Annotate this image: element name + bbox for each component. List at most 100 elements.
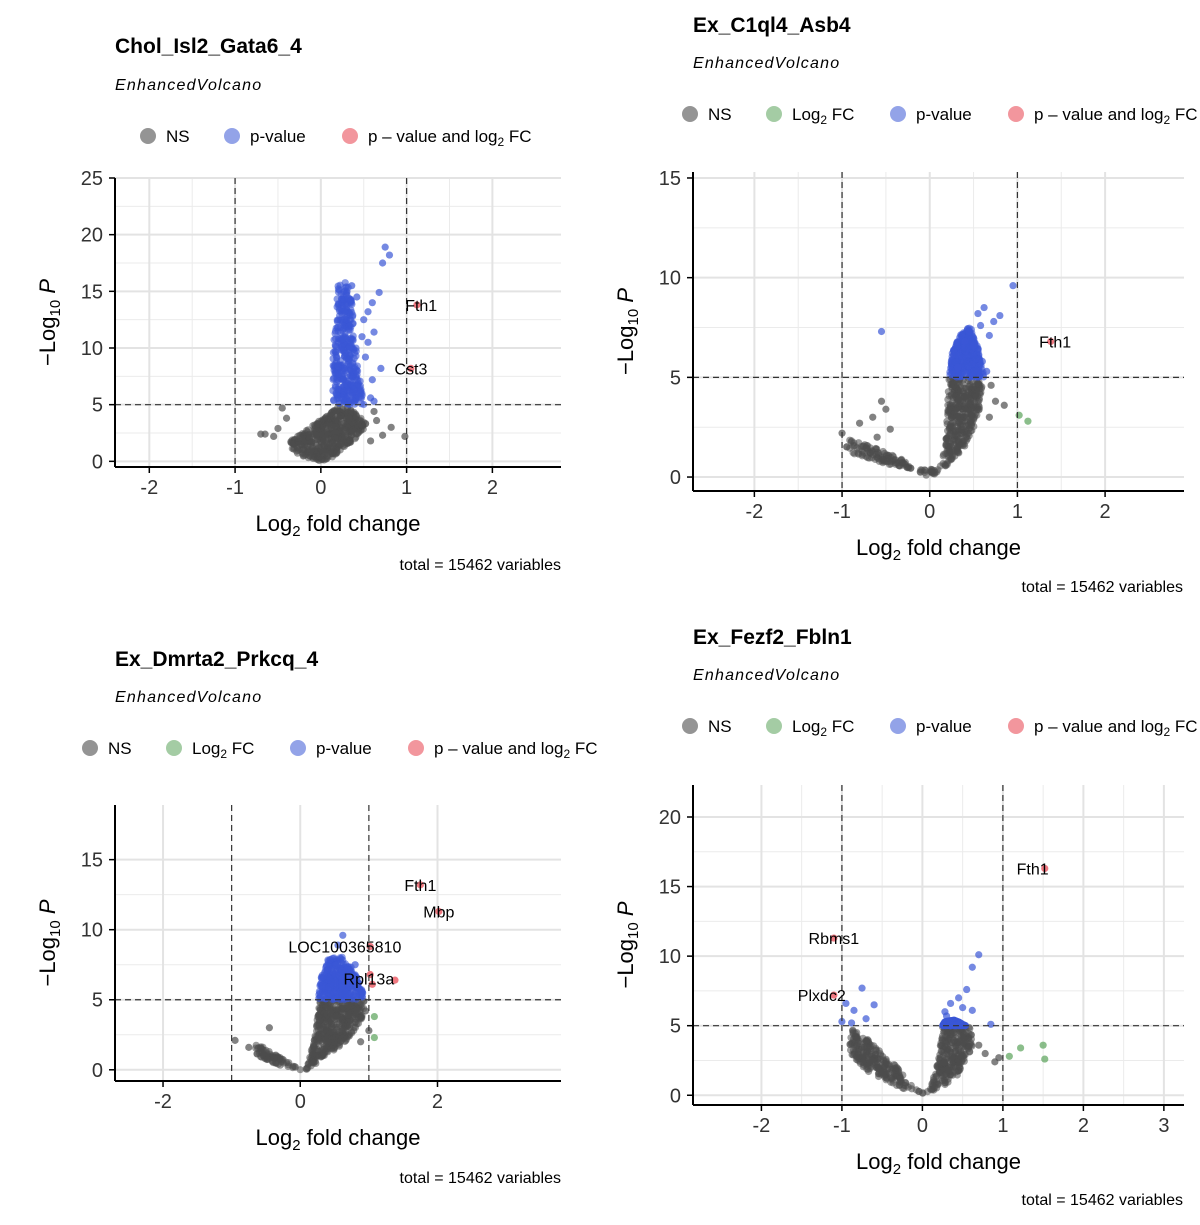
x-tick-label: 0 bbox=[295, 1091, 306, 1113]
legend-label-both: p – value and log2 FC bbox=[434, 739, 598, 761]
point-ns bbox=[285, 1059, 293, 1067]
x-tick-label: -2 bbox=[140, 477, 158, 499]
panel-title: Ex_Fezf2_Fbln1 bbox=[693, 626, 852, 649]
point-ns bbox=[265, 1024, 273, 1032]
point-ns bbox=[943, 1028, 952, 1036]
point-pvalue bbox=[334, 363, 342, 371]
point-pvalue bbox=[335, 370, 344, 378]
point-pvalue bbox=[358, 987, 366, 995]
point-pvalue bbox=[334, 960, 342, 968]
point-pvalue bbox=[343, 386, 351, 394]
point-pvalue bbox=[340, 364, 348, 372]
point-ns bbox=[956, 1063, 964, 1071]
point-pvalue bbox=[862, 1015, 870, 1023]
point-pvalue bbox=[334, 285, 342, 293]
point-ns bbox=[310, 1044, 319, 1052]
point-pvalue bbox=[331, 977, 339, 986]
point-ns bbox=[941, 1080, 949, 1089]
point-pvalue bbox=[325, 983, 333, 991]
legend-swatch-pvalue bbox=[890, 106, 906, 122]
point-pvalue bbox=[353, 293, 361, 301]
point-ns bbox=[928, 1085, 936, 1093]
point-pvalue bbox=[996, 311, 1004, 320]
point-ns bbox=[346, 1010, 354, 1018]
point-pvalue bbox=[969, 341, 978, 350]
point-pvalue bbox=[343, 965, 351, 973]
point-pvalue bbox=[341, 990, 349, 998]
gene-label: LOC100365810 bbox=[288, 940, 401, 957]
y-tick-label: 15 bbox=[81, 281, 103, 303]
point-pvalue bbox=[970, 367, 978, 375]
point-pvalue bbox=[350, 397, 358, 406]
point-pvalue bbox=[318, 975, 326, 983]
gene-label: Cst3 bbox=[394, 361, 427, 378]
point-ns bbox=[290, 445, 298, 453]
y-axis-label: −Log10 P bbox=[35, 279, 64, 366]
panel-subtitle: EnhancedVolcano bbox=[115, 77, 262, 94]
point-pvalue bbox=[370, 328, 378, 336]
legend-swatch-log2fc bbox=[766, 106, 782, 122]
point-ns bbox=[270, 432, 278, 440]
point-pvalue bbox=[976, 321, 985, 330]
point-pvalue bbox=[352, 373, 360, 381]
point-ns bbox=[1000, 401, 1008, 409]
point-pvalue bbox=[968, 1006, 976, 1014]
point-pvalue bbox=[351, 349, 359, 357]
y-axis-label: −Log10 P bbox=[35, 899, 64, 986]
point-ns bbox=[320, 1051, 328, 1059]
y-tick-label: 5 bbox=[670, 1016, 681, 1038]
legend-label-ns: NS bbox=[108, 739, 132, 758]
point-pvalue bbox=[955, 994, 963, 1002]
point-ns bbox=[933, 1062, 941, 1070]
point-ns bbox=[370, 407, 378, 416]
point-ns bbox=[315, 1022, 323, 1030]
point-pvalue bbox=[343, 354, 351, 362]
point-ns bbox=[321, 423, 329, 431]
point-pvalue bbox=[357, 400, 365, 408]
point-both bbox=[1041, 864, 1049, 873]
point-ns bbox=[893, 1081, 901, 1089]
point-ns bbox=[880, 1062, 889, 1070]
point-ns bbox=[852, 1033, 860, 1041]
point-ns bbox=[324, 431, 332, 439]
point-pvalue bbox=[358, 993, 366, 1001]
point-pvalue bbox=[1009, 282, 1017, 290]
y-tick-label: 0 bbox=[670, 467, 681, 489]
point-ns bbox=[943, 461, 951, 469]
point-ns bbox=[372, 416, 381, 425]
y-axis-label: −Log10 P bbox=[613, 901, 642, 988]
data-points bbox=[257, 243, 421, 464]
legend-swatch-both bbox=[1008, 718, 1024, 734]
point-pvalue bbox=[960, 372, 968, 380]
legend-label-pvalue: p-value bbox=[916, 105, 972, 124]
point-pvalue bbox=[963, 985, 971, 994]
point-pvalue bbox=[364, 338, 372, 346]
x-axis-label: Log2 fold change bbox=[256, 1125, 421, 1154]
point-ns bbox=[330, 1046, 338, 1054]
point-pvalue bbox=[842, 999, 850, 1008]
point-ns bbox=[953, 442, 962, 450]
point-ns bbox=[949, 381, 957, 390]
point-ns bbox=[872, 1064, 880, 1072]
cutoff-lines bbox=[693, 785, 1184, 1105]
point-log2fc bbox=[1017, 1044, 1025, 1052]
point-ns bbox=[843, 443, 851, 451]
point-log2fc bbox=[1005, 1052, 1013, 1060]
point-ns bbox=[879, 459, 887, 467]
y-tick-label: 15 bbox=[659, 877, 681, 899]
point-pvalue bbox=[339, 335, 347, 343]
cutoff-lines bbox=[115, 805, 561, 1081]
point-ns bbox=[915, 1087, 923, 1096]
point-ns bbox=[879, 1069, 887, 1077]
point-ns bbox=[322, 1044, 330, 1052]
point-pvalue bbox=[348, 282, 356, 290]
x-tick-label: 2 bbox=[432, 1091, 443, 1113]
point-pvalue bbox=[335, 307, 343, 315]
point-pvalue bbox=[375, 288, 383, 297]
point-ns bbox=[314, 1032, 322, 1040]
point-pvalue bbox=[960, 344, 968, 352]
point-pvalue bbox=[346, 990, 354, 998]
panel-title: Chol_Isl2_Gata6_4 bbox=[115, 35, 302, 58]
point-pvalue bbox=[377, 364, 385, 372]
point-ns bbox=[337, 412, 345, 420]
